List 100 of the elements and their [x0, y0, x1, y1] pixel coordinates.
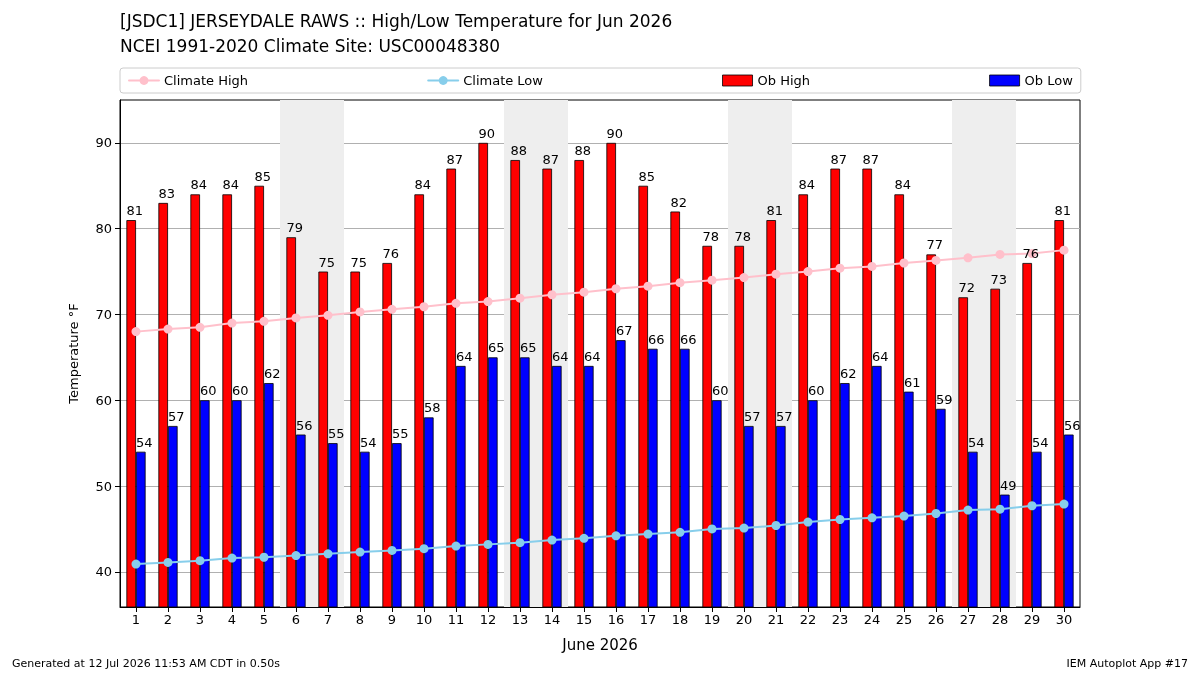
data-label: 65	[520, 340, 537, 356]
point	[739, 523, 749, 533]
point	[483, 297, 493, 307]
x-tick-label: 8	[355, 612, 365, 627]
point	[995, 504, 1005, 514]
data-label: 54	[136, 434, 153, 450]
point	[291, 313, 301, 323]
point	[131, 559, 141, 569]
data-label: 90	[478, 125, 495, 141]
data-label: 64	[552, 348, 569, 364]
data-label: 87	[446, 151, 463, 167]
point	[227, 318, 237, 328]
x-tick-label: 16	[607, 612, 625, 627]
point	[739, 273, 749, 283]
x-tick-label: 12	[479, 612, 497, 627]
y-tick-label: 70	[95, 306, 112, 322]
data-label: 58	[424, 400, 441, 416]
x-tick-label: 1	[131, 612, 141, 627]
x-tick-label: 11	[447, 612, 465, 627]
point	[1059, 245, 1069, 255]
data-label: 84	[894, 177, 911, 193]
x-tick-label: 21	[767, 612, 785, 627]
point	[675, 527, 685, 537]
legend-label: Climate High	[164, 73, 249, 88]
point	[707, 275, 717, 285]
point	[611, 531, 621, 541]
x-tick-label: 30	[1055, 612, 1073, 627]
y-tick-label: 50	[95, 478, 112, 494]
data-label: 85	[254, 168, 271, 184]
point	[131, 327, 141, 337]
point	[867, 261, 877, 271]
data-label: 60	[200, 383, 217, 399]
point	[195, 556, 205, 566]
point	[835, 515, 845, 524]
point	[899, 511, 909, 521]
legend-label: Ob Low	[1024, 73, 1074, 88]
point	[931, 508, 941, 518]
x-tick-label: 24	[863, 612, 881, 627]
data-label: 64	[872, 348, 889, 364]
data-label: 87	[542, 151, 559, 167]
data-label: 84	[414, 177, 431, 193]
data-label: 62	[264, 366, 281, 382]
x-tick-label: 23	[831, 612, 849, 627]
legend-label: Ob High	[757, 73, 811, 88]
data-label: 79	[286, 220, 303, 236]
x-tick-label: 25	[895, 612, 913, 627]
point	[547, 290, 557, 300]
point	[547, 535, 557, 545]
data-label: 81	[766, 203, 783, 219]
point	[963, 505, 973, 515]
x-tick-label: 10	[415, 612, 433, 627]
point	[1059, 499, 1069, 509]
data-label: 59	[936, 391, 953, 407]
x-tick-label: 7	[323, 612, 333, 627]
point	[355, 547, 365, 557]
point	[579, 287, 589, 297]
data-label: 60	[232, 383, 249, 399]
data-label: 55	[328, 426, 345, 442]
point	[451, 541, 461, 551]
data-label: 82	[670, 194, 687, 210]
point	[419, 302, 429, 312]
data-label: 65	[488, 340, 505, 356]
data-label: 75	[318, 254, 335, 270]
x-tick-label: 13	[511, 612, 529, 627]
data-label: 84	[798, 177, 815, 193]
data-label: 87	[862, 151, 879, 167]
point	[835, 263, 845, 273]
text: IEM Autoplot App #17	[1066, 657, 1188, 670]
data-label: 54	[1032, 434, 1049, 450]
x-tick-label: 9	[387, 612, 397, 627]
data-label: 60	[808, 383, 825, 399]
data-label: 66	[680, 331, 697, 347]
x-tick-label: 20	[735, 612, 753, 627]
point	[867, 513, 877, 523]
point	[355, 307, 365, 317]
data-label: 73	[990, 271, 1007, 287]
point	[387, 304, 397, 314]
data-label: 66	[648, 331, 665, 347]
x-tick-label: 18	[671, 612, 689, 627]
data-label: 83	[158, 185, 175, 201]
point	[963, 253, 973, 263]
x-tick-label: 17	[639, 612, 657, 627]
x-axis-title: June 2026	[561, 635, 638, 654]
x-tick-label: 19	[703, 612, 721, 627]
x-tick-label: 27	[959, 612, 977, 627]
data-label: 88	[510, 143, 527, 159]
data-label: 75	[350, 254, 367, 270]
data-label: 76	[382, 245, 399, 261]
data-label: 56	[1064, 417, 1081, 433]
data-label: 55	[392, 426, 409, 442]
data-label: 81	[126, 203, 143, 219]
chart-subtitle: NCEI 1991-2020 Climate Site: USC00048380	[120, 35, 501, 56]
chart-title: [JSDC1] JERSEYDALE RAWS :: High/Low Temperature for Jun 2026	[120, 10, 673, 31]
x-tick-label: 15	[575, 612, 593, 627]
data-label: 56	[296, 417, 313, 433]
data-label: 78	[734, 228, 751, 244]
point	[163, 557, 173, 567]
x-tick-label: 28	[991, 612, 1009, 627]
point	[899, 258, 909, 268]
data-label: 64	[456, 348, 473, 364]
